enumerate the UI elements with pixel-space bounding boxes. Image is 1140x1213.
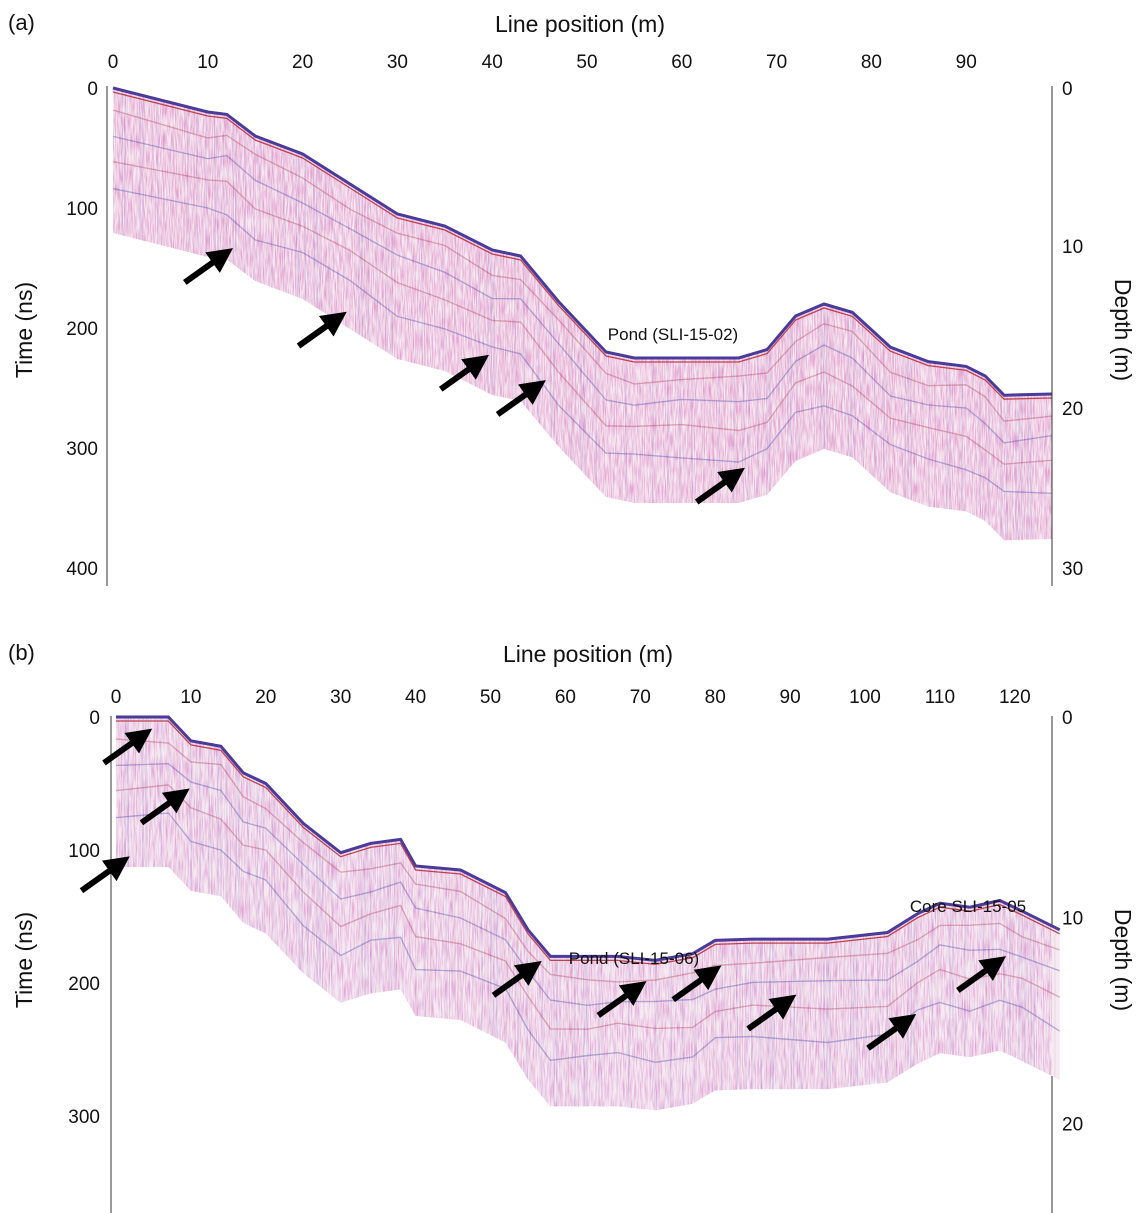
x-tick-label: 50 xyxy=(576,52,597,73)
x-tick-label: 20 xyxy=(292,52,313,73)
panel-b-reflectors xyxy=(116,738,1060,1064)
x-tick-label: 70 xyxy=(766,52,787,73)
annotation-arrow xyxy=(438,354,489,392)
panel-a-x-axis-title: Line position (m) xyxy=(495,11,665,37)
subsurface-reflector xyxy=(113,109,1052,422)
panel-b-x-ticks: 0 10 20 30 40 50 60 70 80 90 100 110 120 xyxy=(111,687,1031,708)
panel-a-y-right-ticks: 0 10 20 30 xyxy=(1062,79,1083,580)
y-right-tick-label: 10 xyxy=(1062,237,1083,258)
y-right-tick-label: 20 xyxy=(1062,1114,1083,1135)
x-tick-label: 120 xyxy=(999,687,1031,708)
subsurface-reflector xyxy=(113,160,1052,465)
subsurface-reflector xyxy=(116,784,1060,1030)
x-tick-label: 20 xyxy=(255,687,276,708)
x-tick-label: 70 xyxy=(630,687,651,708)
y-right-tick-label: 0 xyxy=(1062,708,1073,729)
y-right-tick-label: 10 xyxy=(1062,909,1083,930)
x-tick-label: 80 xyxy=(705,687,726,708)
x-tick-label: 0 xyxy=(108,52,119,73)
x-tick-label: 0 xyxy=(111,687,122,708)
y-right-tick-label: 20 xyxy=(1062,399,1083,420)
annotation-arrow xyxy=(746,994,797,1032)
subsurface-reflector xyxy=(116,762,1060,1007)
panel-a-y-right-title: Depth (m) xyxy=(1110,279,1136,381)
panel-a-y-left-ticks: 0 100 200 300 400 xyxy=(66,79,98,580)
panel-a-radargram-texture xyxy=(113,88,1052,541)
x-tick-label: 100 xyxy=(849,687,881,708)
annotation-arrow xyxy=(296,311,347,349)
panel-a-reflectors xyxy=(113,109,1052,494)
panel-a-y-left-title: Time (ns) xyxy=(11,282,37,378)
panel-b-y-right-title: Depth (m) xyxy=(1110,909,1136,1011)
panel-b-label: (b) xyxy=(8,640,35,665)
annotation-arrow xyxy=(694,467,745,505)
annotation-arrow xyxy=(671,965,722,1003)
subsurface-reflector xyxy=(113,187,1052,494)
x-tick-label: 40 xyxy=(405,687,426,708)
annotation-arrow xyxy=(596,981,647,1018)
panel-b-y-left-ticks: 0 100 200 300 xyxy=(68,708,100,1128)
x-tick-label: 30 xyxy=(387,52,408,73)
annotation-arrow xyxy=(183,248,234,285)
y-left-tick-label: 200 xyxy=(66,319,98,340)
panel-b-y-left-title: Time (ns) xyxy=(11,912,37,1008)
panel-a-pond-label: Pond (SLI-15-02) xyxy=(608,325,738,344)
x-tick-label: 10 xyxy=(197,52,218,73)
x-tick-label: 90 xyxy=(780,687,801,708)
panel-a-surface-reflection xyxy=(112,91,1052,400)
panel-b-core-label: Core SLI-15-05 xyxy=(910,897,1026,916)
panel-a-ground-surface xyxy=(112,86,1052,397)
subsurface-reflector xyxy=(116,812,1060,1064)
annotation-arrow xyxy=(956,956,1007,993)
y-right-tick-label: 30 xyxy=(1062,559,1083,580)
panel-a-x-ticks: 0 10 20 30 40 50 60 70 80 90 xyxy=(108,52,977,73)
x-tick-label: 60 xyxy=(555,687,576,708)
x-tick-label: 60 xyxy=(671,52,692,73)
x-tick-label: 90 xyxy=(956,52,977,73)
y-left-tick-label: 100 xyxy=(66,199,98,220)
x-tick-label: 80 xyxy=(861,52,882,73)
y-right-tick-label: 0 xyxy=(1062,79,1073,100)
subsurface-reflector xyxy=(113,135,1052,444)
x-tick-label: 30 xyxy=(330,687,351,708)
y-left-tick-label: 100 xyxy=(68,841,100,862)
panel-b-y-right-ticks: 0 10 20 xyxy=(1062,708,1083,1135)
y-left-tick-label: 200 xyxy=(68,974,100,995)
annotation-arrow xyxy=(491,960,542,998)
subsurface-reflector xyxy=(116,738,1060,983)
y-left-tick-label: 0 xyxy=(89,708,100,729)
y-left-tick-label: 300 xyxy=(68,1107,100,1128)
panel-b-x-axis-title: Line position (m) xyxy=(503,641,673,667)
annotation-arrow xyxy=(866,1013,917,1051)
annotation-arrow xyxy=(495,380,546,417)
panel-b-arrows xyxy=(79,728,1007,1051)
panel-a-arrows xyxy=(183,248,745,505)
y-left-tick-label: 0 xyxy=(87,79,98,100)
panel-b-surface-reflection xyxy=(116,720,1060,966)
y-left-tick-label: 300 xyxy=(66,439,98,460)
x-tick-label: 10 xyxy=(180,687,201,708)
annotation-arrow xyxy=(79,856,130,894)
panel-a-label: (a) xyxy=(8,10,35,35)
panel-b-pond-label: Pond (SLI-15-06) xyxy=(569,949,699,968)
y-left-tick-label: 400 xyxy=(66,559,98,580)
x-tick-label: 110 xyxy=(925,687,955,708)
x-tick-label: 40 xyxy=(482,52,503,73)
x-tick-label: 50 xyxy=(480,687,501,708)
annotation-arrow xyxy=(102,728,153,766)
panel-b-ground-surface xyxy=(116,715,1061,962)
annotation-arrow xyxy=(139,788,190,826)
